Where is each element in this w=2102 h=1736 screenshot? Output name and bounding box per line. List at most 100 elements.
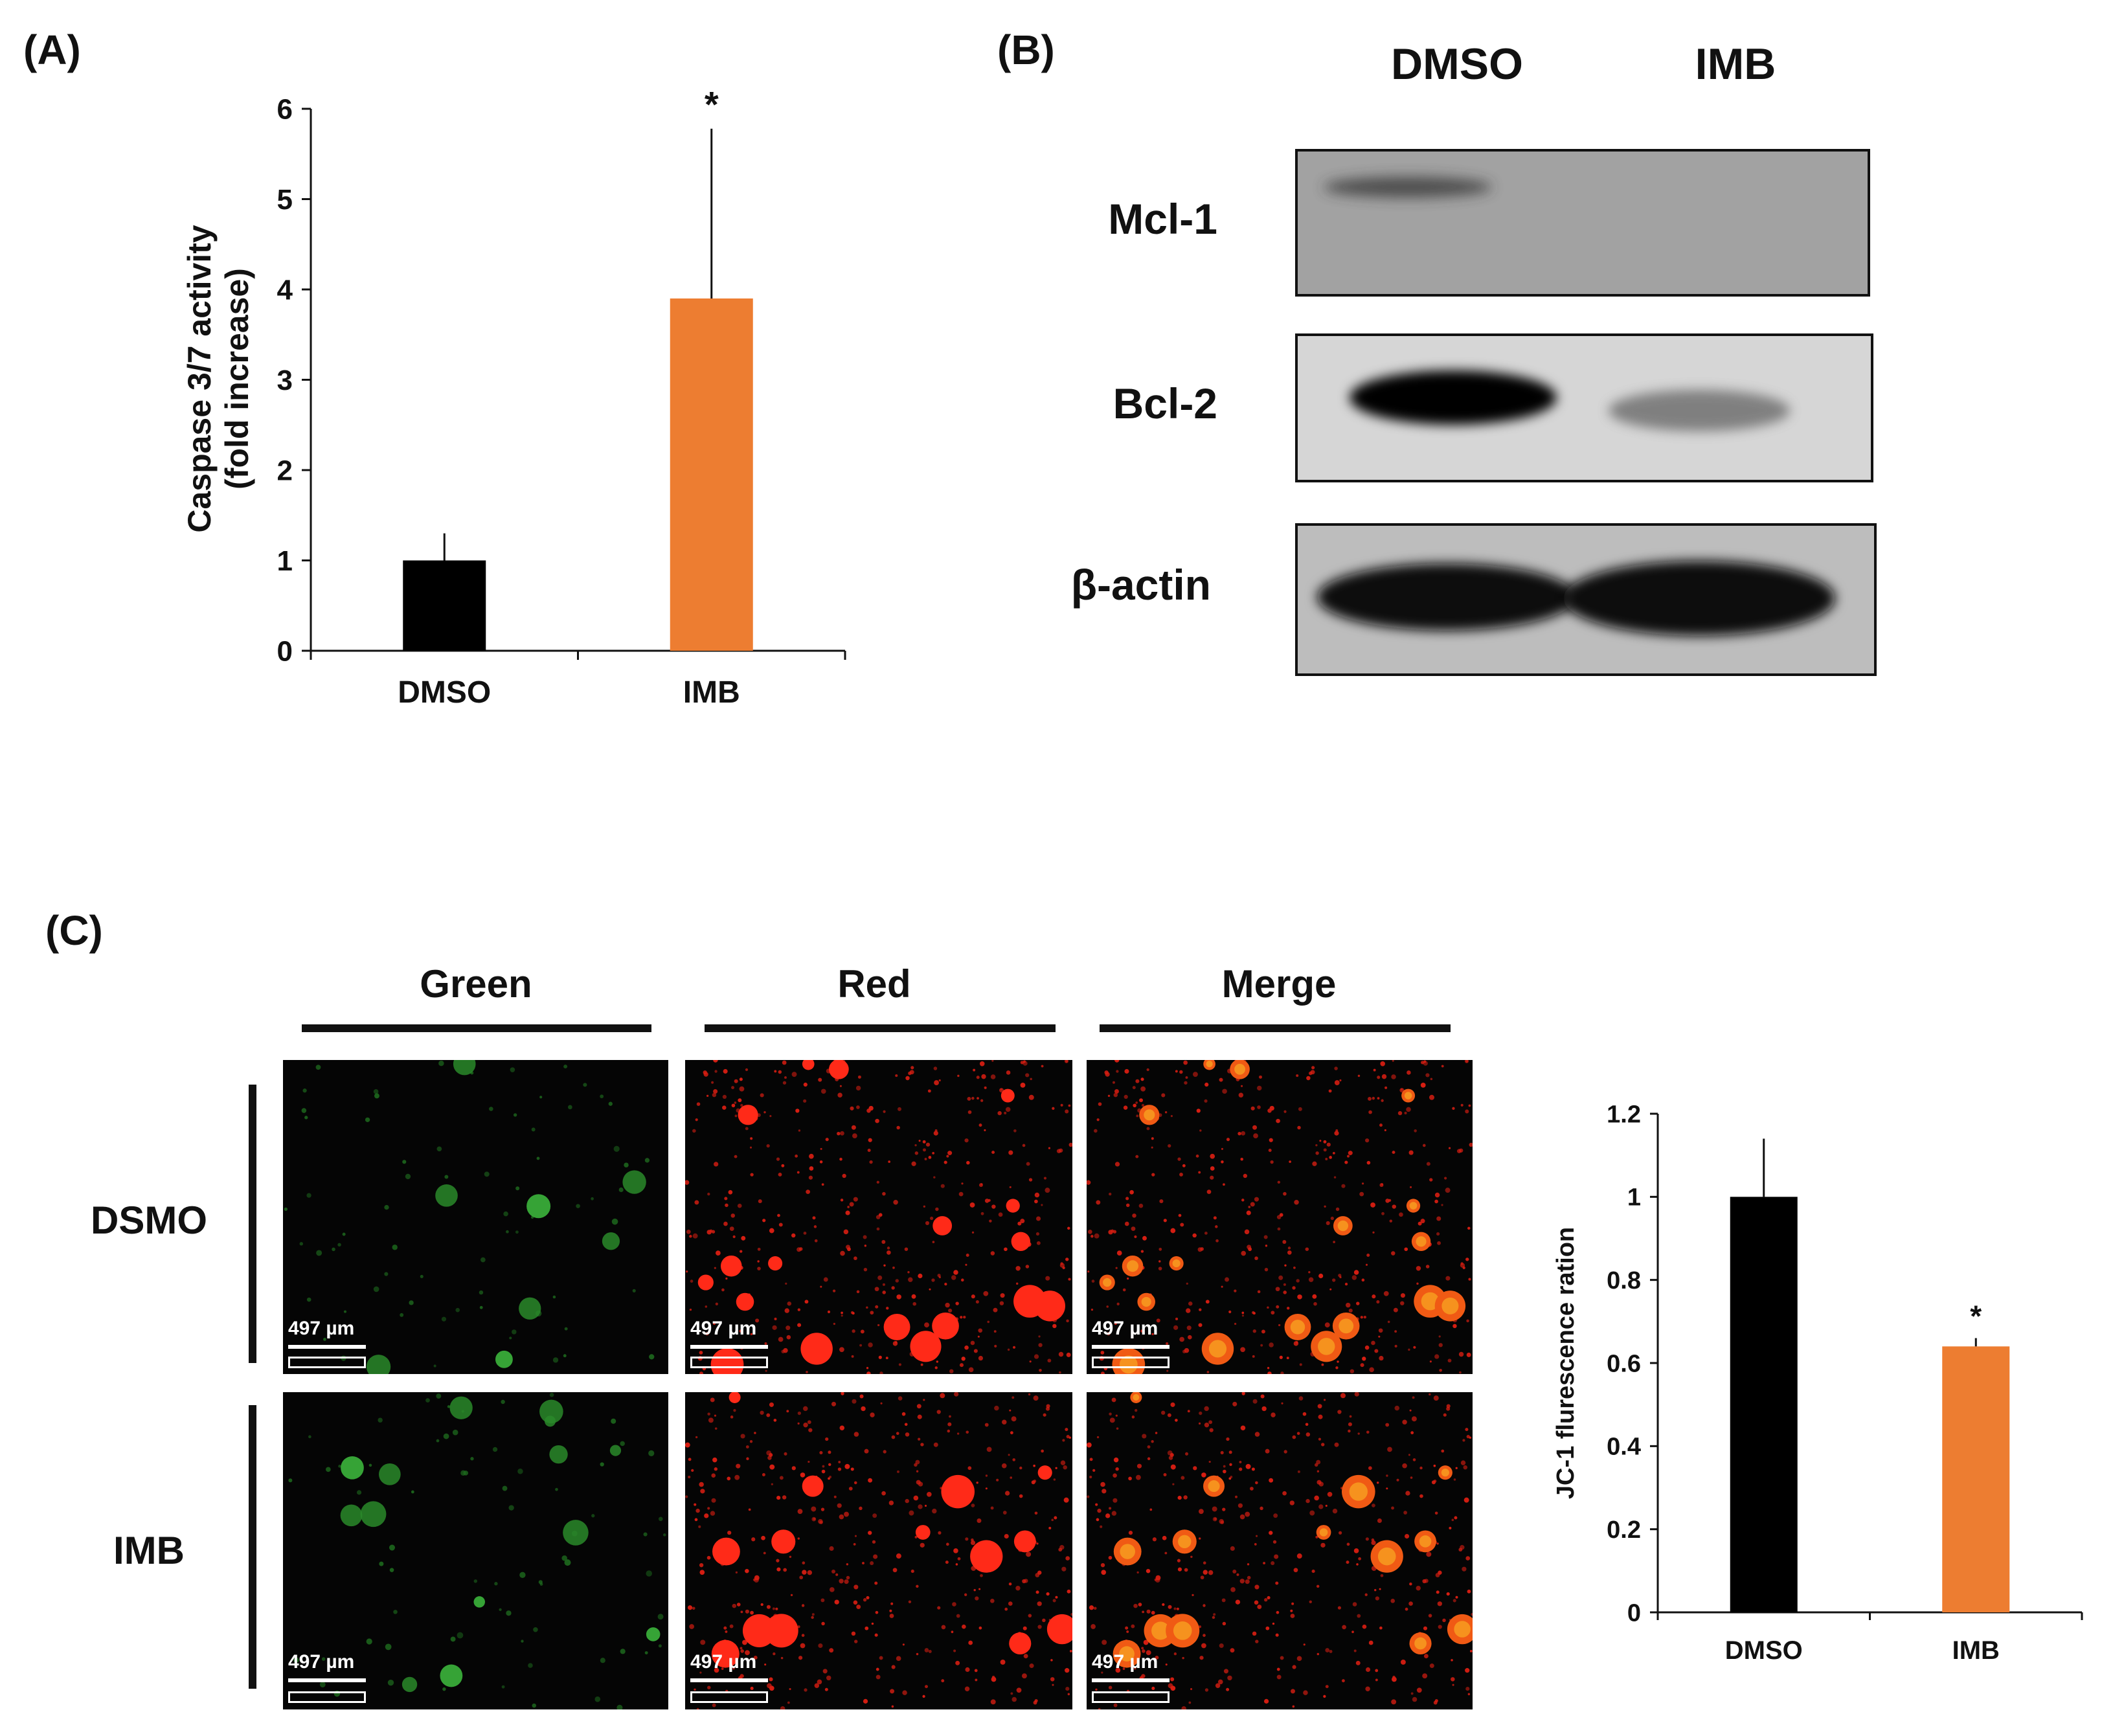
fluorescent-dot (1468, 1278, 1471, 1281)
fluorescent-dot (1264, 1267, 1269, 1272)
fluorescent-dot (1261, 1406, 1267, 1412)
fluorescent-dot (1100, 1562, 1105, 1568)
fluorescent-dot (1267, 1109, 1272, 1113)
fluorescent-dot (1410, 1476, 1413, 1479)
fluorescent-dot (1151, 1173, 1155, 1177)
fluorescent-dot (1179, 1172, 1183, 1177)
fluorescent-dot (1115, 1414, 1118, 1417)
fluorescent-dot (886, 1307, 889, 1310)
fluorescent-dot (1135, 1409, 1138, 1412)
fluorescent-dot (1276, 1610, 1280, 1614)
fluorescent-dot (1206, 1371, 1210, 1373)
fluorescent-dot (781, 1164, 785, 1167)
fluorescent-cluster (1046, 1614, 1072, 1645)
fluorescent-dot (1245, 1463, 1251, 1469)
fluorescent-dot (1282, 1240, 1287, 1245)
fluorescent-dot (1257, 1085, 1262, 1091)
fluorescent-dot (1067, 1693, 1070, 1696)
fluorescent-dot (332, 1247, 335, 1252)
fluorescent-dot (1309, 1600, 1312, 1603)
y-axis-title-line1: Caspase 3/7 activity (181, 225, 218, 532)
fluorescent-dot (1170, 1228, 1176, 1234)
fluorescent-dot (1346, 1561, 1350, 1564)
fluorescent-dot (1323, 1140, 1327, 1144)
fluorescent-dot (1033, 1464, 1035, 1467)
fluorescent-dot (750, 1610, 754, 1615)
fluorescent-cluster-core (1172, 1259, 1181, 1268)
fluorescent-dot (981, 1074, 986, 1079)
fluorescent-dot (1335, 1366, 1339, 1370)
fluorescent-dot (1069, 1650, 1072, 1652)
fluorescent-dot (829, 1587, 835, 1592)
fluorescent-dot (420, 1274, 424, 1278)
fluorescent-dot (1026, 1162, 1030, 1166)
fluorescent-dot (876, 1674, 881, 1680)
fluorescent-dot (1323, 1148, 1327, 1152)
fluorescent-dot (786, 1410, 789, 1413)
fluorescent-dot (760, 1093, 764, 1098)
fluorescent-dot (1068, 1142, 1072, 1147)
fluorescent-dot (778, 1336, 784, 1342)
fluorescent-dot (646, 1570, 652, 1577)
fluorescent-dot (920, 1542, 925, 1548)
fluorescent-dot (1303, 1690, 1308, 1695)
fluorescent-dot (1201, 1643, 1206, 1649)
fluorescent-dot (564, 1327, 568, 1331)
fluorescent-cluster (473, 1596, 486, 1608)
fluorescent-dot (707, 1685, 711, 1689)
fluorescent-dot (977, 1097, 979, 1099)
fluorescent-dot (991, 1676, 997, 1682)
fluorescent-dot (729, 1624, 734, 1629)
fluorescent-dot (1239, 1467, 1243, 1471)
fluorescent-dot (1212, 1506, 1217, 1512)
fluorescent-dot (1297, 1125, 1301, 1130)
fluorescent-dot (1132, 1086, 1136, 1090)
fluorescent-dot (1272, 1622, 1275, 1625)
fluorescent-cluster-core (1173, 1621, 1192, 1640)
fluorescent-cluster (609, 1445, 622, 1456)
fluorescent-dot (753, 1655, 758, 1660)
fluorescent-dot (856, 1105, 860, 1109)
fluorescent-cluster-core (1454, 1621, 1471, 1638)
fluorescent-dot (1324, 1322, 1330, 1328)
fluorescent-dot (1208, 1420, 1213, 1425)
column-header-green: Green (420, 962, 532, 1006)
blot-label-bcl2: Bcl-2 (1113, 379, 1217, 427)
fluorescent-dot (850, 1106, 854, 1110)
fluorescent-dot (1451, 1659, 1453, 1662)
fluorescent-dot (643, 1532, 648, 1537)
fluorescent-dot (539, 1583, 543, 1586)
fluorescent-dot (632, 1289, 636, 1292)
fluorescent-dot (977, 1335, 980, 1338)
fluorescent-dot (844, 1463, 850, 1469)
fluorescent-dot (896, 1125, 900, 1130)
fluorescent-dot (608, 1101, 613, 1106)
fluorescent-dot (368, 1463, 372, 1467)
fluorescent-dot (852, 1133, 857, 1138)
fluorescent-dot (700, 1489, 705, 1494)
fluorescent-dot (1420, 1082, 1426, 1088)
fluorescent-dot (818, 1643, 823, 1649)
fluorescent-dot (710, 1511, 716, 1516)
fluorescent-dot (1362, 1624, 1367, 1629)
fluorescent-dot (1365, 1686, 1370, 1691)
fluorescent-dot (1334, 1442, 1339, 1447)
fluorescent-dot (1259, 1075, 1262, 1079)
fluorescent-dot (1045, 1276, 1050, 1281)
fluorescent-dot (1223, 1183, 1225, 1186)
fluorescent-dot (985, 1474, 988, 1477)
fluorescent-dot (1276, 1674, 1282, 1680)
fluorescent-dot (1161, 1410, 1166, 1415)
fluorescent-dot (1128, 1476, 1132, 1481)
fluorescent-dot (870, 1561, 874, 1566)
fluorescent-dot (1385, 1199, 1390, 1203)
fluorescent-dot (1100, 1525, 1103, 1528)
fluorescent-dot (1268, 1148, 1272, 1152)
fluorescent-dot (811, 1616, 814, 1619)
fluorescent-dot (1337, 1410, 1342, 1414)
fluorescent-dot (1141, 1647, 1144, 1650)
fluorescent-dot (784, 1308, 789, 1313)
fluorescent-dot (1226, 1687, 1230, 1691)
fluorescent-cluster (736, 1292, 754, 1311)
fluorescent-dot (1061, 1566, 1067, 1572)
